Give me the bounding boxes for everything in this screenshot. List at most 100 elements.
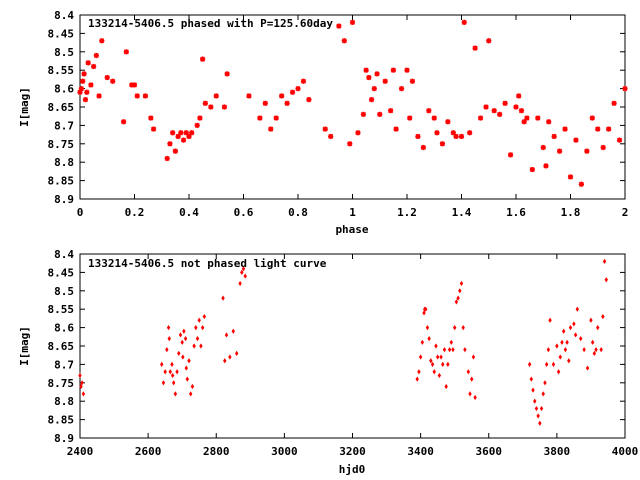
data-point [477,115,484,121]
data-point [445,119,451,125]
data-point [404,67,410,73]
data-point [360,111,366,117]
y-tick-label: 8.75 [48,377,75,390]
data-point [467,130,473,136]
data-point [234,350,239,356]
data-point [202,100,208,106]
data-point [194,122,200,128]
data-point [461,19,467,25]
x-tick-label: 0.6 [234,206,254,219]
data-point [228,354,232,360]
data-point [430,361,435,367]
data-point [513,104,519,110]
x-tick-label: 0.2 [125,206,145,219]
y-tick-label: 8.5 [54,46,74,59]
data-point [183,130,189,136]
data-point [431,115,437,121]
data-point [534,405,539,412]
data-point [589,317,593,323]
data-point [536,413,540,419]
y-tick-label: 8.45 [48,27,75,40]
x-tick-label: 3000 [271,445,298,458]
data-point [123,49,129,55]
data-point [546,119,552,125]
data-point [79,383,83,390]
x-tick-label: 0.4 [179,206,199,219]
data-point [568,325,573,331]
data-point [529,166,535,173]
data-point [420,339,425,345]
data-point [355,130,361,136]
data-point [88,82,94,88]
x-tick-label: 4000 [612,445,639,458]
y-tick-label: 8.5 [54,285,74,298]
data-point [452,325,457,331]
data-point [167,336,171,342]
data-point [616,137,623,143]
x-tick-label: 3800 [544,445,571,458]
data-point [172,148,178,154]
data-point [192,343,196,349]
data-point [194,325,198,331]
data-point [599,347,603,353]
data-point [221,295,225,301]
data-point [398,86,405,92]
data-point [82,97,89,103]
data-point [415,376,419,382]
data-point [171,380,176,386]
data-point [502,100,508,106]
data-point [579,336,583,342]
data-point [459,280,464,287]
unphased-lightcurve-panel: 2400 2600 2800 3000 3200 3400 3600 3800 4000 8.4… [18,248,638,476]
data-point [604,277,608,283]
data-point [458,288,462,294]
data-point [164,155,170,162]
data-point [268,126,274,132]
data-point [449,339,453,345]
y-tick-label: 8.7 [54,119,74,132]
data-point [273,115,279,121]
data-point [238,280,242,287]
data-point [444,383,448,390]
data-point [424,306,428,312]
plot-frame [79,253,626,439]
data-point [539,405,544,412]
data-point [529,376,534,382]
data-point [185,376,189,382]
chart-title: 133214-5406.5 not phased light curve [88,257,327,270]
data-point [104,74,110,81]
data-point [611,100,617,106]
x-tick-label: 2800 [203,445,230,458]
data-point [622,86,628,92]
data-point [437,372,442,379]
data-point [336,23,342,29]
data-points [77,19,628,187]
data-point [434,130,440,136]
data-point [223,358,227,364]
x-axis-ticks: 2400 2600 2800 3000 3200 3400 3600 3800 4000 [67,254,639,458]
data-point [390,67,396,73]
x-tick-label: 2600 [135,445,162,458]
data-point [349,19,356,25]
data-point [289,89,296,95]
y-tick-label: 8.8 [54,395,74,408]
data-point [470,376,474,382]
data-point [594,347,598,353]
data-point [84,89,90,95]
x-tick-label: 3200 [339,445,366,458]
data-point [432,369,436,375]
data-point [295,86,301,92]
data-point [442,347,447,353]
data-point [129,82,135,88]
data-point [543,163,549,169]
y-tick-label: 8.9 [54,432,74,445]
data-point [456,295,460,301]
y-tick-label: 8.4 [54,9,74,22]
data-point [516,93,522,99]
data-point [450,130,456,136]
data-point [150,126,157,132]
data-point [284,100,290,106]
data-point [190,383,195,390]
chart-title: 133214-5406.5 phased with P=125.60day [88,17,333,30]
data-point [417,369,421,375]
